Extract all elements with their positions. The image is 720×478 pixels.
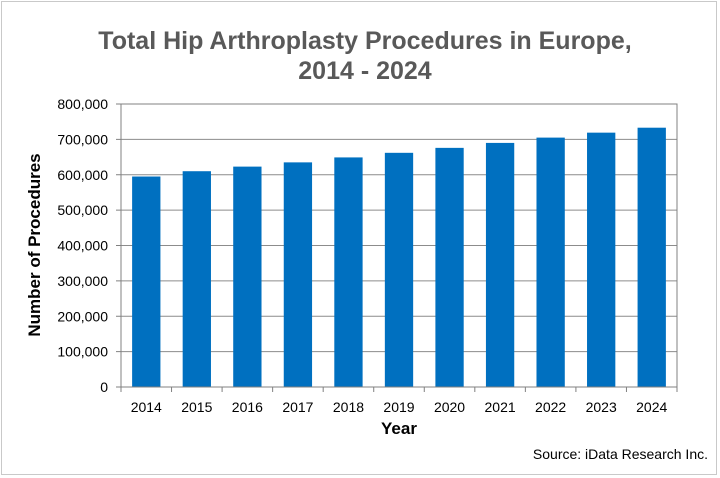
x-tick-label: 2018 <box>333 399 364 415</box>
chart-title-line-2: 2014 - 2024 <box>298 57 432 85</box>
bar <box>587 132 616 387</box>
x-tick-labels: 2014 2015 2016 2017 2018 2019 2020 2021 2022 2023… <box>131 399 668 415</box>
x-tick-label: 2015 <box>181 399 212 415</box>
axes <box>116 103 678 392</box>
bar <box>384 152 414 387</box>
bar <box>283 162 313 387</box>
x-tick-label: 2023 <box>586 399 617 415</box>
y-tick-label: 400,000 <box>57 238 108 254</box>
y-tick-label: 500,000 <box>57 202 108 218</box>
y-tick-label: 700,000 <box>57 131 108 147</box>
bar <box>182 171 211 387</box>
y-axis-title: Number of Procedures <box>25 153 44 336</box>
x-axis-title: Year <box>381 419 417 438</box>
chart-title-line-1: Total Hip Arthroplasty Procedures in Eur… <box>98 27 631 55</box>
y-tick-label: 300,000 <box>57 273 108 289</box>
x-tick-label: 2024 <box>636 399 667 415</box>
y-tick-label: 600,000 <box>57 167 108 183</box>
x-tick-label: 2014 <box>131 399 162 415</box>
bar <box>334 157 363 387</box>
x-tick-label: 2019 <box>383 399 414 415</box>
bar <box>637 127 666 388</box>
x-tick-label: 2020 <box>434 399 465 415</box>
bar <box>536 137 565 387</box>
y-tick-label: 200,000 <box>57 308 108 324</box>
x-tick-label: 2016 <box>232 399 263 415</box>
bars <box>132 127 666 388</box>
bar <box>485 142 515 387</box>
bar <box>435 147 464 387</box>
x-tick-label: 2021 <box>485 399 516 415</box>
x-tick-label: 2022 <box>535 399 566 415</box>
bar <box>233 166 262 387</box>
y-tick-label: 100,000 <box>57 344 108 360</box>
source-note: Source: iData Research Inc. <box>532 446 708 462</box>
y-tick-label: 800,000 <box>57 96 108 112</box>
y-tick-labels: 0 100,000 200,000 300,000 400,000 500,000 600,… <box>57 96 108 395</box>
x-tick-label: 2017 <box>282 399 313 415</box>
y-tick-label: 0 <box>100 379 108 395</box>
bar <box>132 176 161 387</box>
